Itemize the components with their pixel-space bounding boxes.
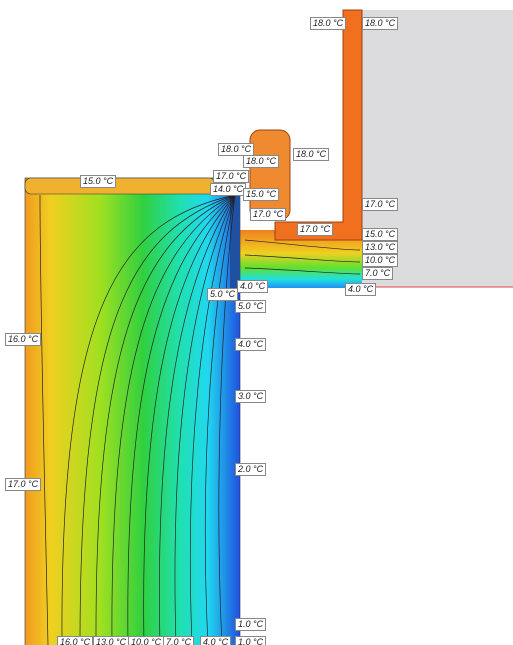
temperature-label: 18.0 °C [310,17,346,30]
ledge [25,178,215,194]
temperature-label: 10.0 °C [128,636,164,645]
temperature-label: 17.0 °C [213,170,249,183]
temperature-label: 4.0 °C [237,280,268,293]
temperature-label: 7.0 °C [362,267,393,280]
temperature-label: 14.0 °C [210,183,246,196]
temperature-label: 13.0 °C [93,636,129,645]
temperature-label: 15.0 °C [243,188,279,201]
temperature-label: 15.0 °C [362,228,398,241]
temperature-label: 10.0 °C [362,254,398,267]
isotherm-drawing [0,0,513,645]
temperature-label: 17.0 °C [362,198,398,211]
temperature-label: 4.0 °C [200,636,231,645]
temperature-label: 16.0 °C [5,333,41,346]
temperature-label: 5.0 °C [235,300,266,313]
temperature-label: 4.0 °C [235,338,266,351]
temperature-label: 17.0 °C [297,223,333,236]
thermal-diagram: 18.0 °C18.0 °C18.0 °C18.0 °C18.0 °C17.0 … [0,0,513,645]
temperature-label: 4.0 °C [345,283,376,296]
temperature-label: 1.0 °C [235,618,266,631]
temperature-label: 5.0 °C [207,288,238,301]
temperature-label: 17.0 °C [5,478,41,491]
temperature-label: 17.0 °C [250,208,286,221]
sash [250,130,290,220]
temperature-label: 15.0 °C [80,175,116,188]
temperature-label: 18.0 °C [243,155,279,168]
temperature-label: 16.0 °C [57,636,93,645]
temperature-label: 7.0 °C [163,636,194,645]
temperature-label: 13.0 °C [362,241,398,254]
temperature-label: 1.0 °C [235,636,266,645]
temperature-label: 3.0 °C [235,390,266,403]
temperature-label: 18.0 °C [293,148,329,161]
temperature-label: 2.0 °C [235,463,266,476]
temperature-label: 18.0 °C [362,17,398,30]
